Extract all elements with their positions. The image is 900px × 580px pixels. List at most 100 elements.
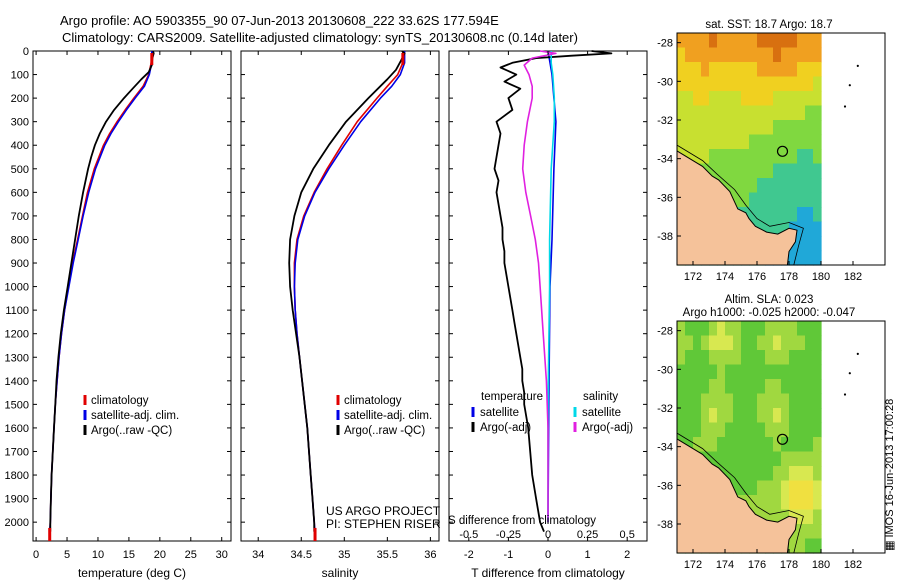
sst_map-cell bbox=[789, 149, 798, 165]
sst_map-cell bbox=[789, 76, 798, 92]
sla_map-cell bbox=[757, 335, 766, 351]
sst_map-cell bbox=[773, 134, 782, 150]
sst_map-cell bbox=[781, 120, 790, 136]
sla_map-cell bbox=[813, 466, 822, 482]
sst_map-cell bbox=[677, 62, 686, 78]
sla_map-cell bbox=[725, 466, 734, 482]
sst_map-cell bbox=[701, 134, 710, 150]
sst_map-cell bbox=[813, 221, 822, 237]
temperature-legend-label-2: Argo(..raw -QC) bbox=[91, 425, 172, 437]
sla_map-cell bbox=[757, 451, 766, 467]
sst_map-cell bbox=[717, 134, 726, 150]
sst_map-cell bbox=[797, 120, 806, 136]
sst_map-cell bbox=[805, 192, 814, 208]
sst_map-cell bbox=[797, 33, 806, 49]
sla-map-panel: 172 174 176 178 180 182 -28 -30 -32 -34 -36 -38 Alti… bbox=[657, 294, 886, 571]
sla_map-cell bbox=[797, 509, 806, 525]
sst_map-cell bbox=[741, 149, 750, 165]
sst_map-cell bbox=[741, 76, 750, 92]
difference-xtick-label: 1 bbox=[585, 549, 591, 561]
difference-xtick-label: 2 bbox=[624, 549, 630, 561]
sla_map-cell bbox=[765, 364, 774, 380]
sla_map-cell bbox=[725, 364, 734, 380]
sla_map-cell bbox=[709, 364, 718, 380]
difference-series-s-satellite bbox=[547, 51, 556, 523]
sla_map-cell bbox=[757, 408, 766, 424]
sst_map-cell bbox=[677, 134, 686, 150]
sst_map-cell bbox=[717, 120, 726, 136]
sla_map-cell bbox=[741, 350, 750, 366]
sst_map-cell bbox=[733, 105, 742, 121]
sla_map-cell bbox=[685, 437, 694, 453]
sst_map-cell bbox=[805, 178, 814, 194]
sst_map-cell bbox=[685, 33, 694, 49]
temperature-marks bbox=[48, 50, 155, 541]
sst_map-cell bbox=[709, 47, 718, 63]
sst_map-ytick-label: -36 bbox=[657, 192, 673, 204]
sst_map-cell bbox=[709, 149, 718, 165]
sst_map-cell bbox=[741, 134, 750, 150]
sla_map-cell bbox=[757, 495, 766, 511]
sla_map-cell bbox=[677, 364, 686, 380]
sla_map-cell bbox=[805, 364, 814, 380]
sst_map-cell bbox=[685, 76, 694, 92]
sla_map-cell bbox=[749, 466, 758, 482]
sla_map-cell bbox=[773, 451, 782, 467]
salinity-legend-label-2: Argo(..raw -QC) bbox=[344, 425, 425, 437]
sst_map-cell bbox=[693, 91, 702, 107]
sst_map-cell bbox=[781, 76, 790, 92]
depth-tick-label: 1100 bbox=[5, 305, 29, 317]
sla_map-cell bbox=[725, 321, 734, 337]
sst_map-xtick-label: 178 bbox=[780, 271, 798, 283]
sla_map-cell bbox=[813, 393, 822, 409]
sst_map-cell bbox=[773, 192, 782, 208]
sla_map-cell bbox=[741, 379, 750, 395]
sst_map-cell bbox=[757, 178, 766, 194]
sla_map-cell bbox=[781, 364, 790, 380]
sla_map-cell bbox=[717, 379, 726, 395]
depth-tick-label: 900 bbox=[11, 258, 29, 270]
sst_map-cell bbox=[677, 91, 686, 107]
difference-panel: -2 -1 0 1 2 T difference from climatology tem… bbox=[448, 50, 648, 580]
sst_map-cell bbox=[733, 178, 742, 194]
difference-xtick-label: 0 bbox=[545, 549, 551, 561]
sst_map-cell bbox=[749, 178, 758, 194]
sla_map-cell bbox=[797, 364, 806, 380]
sst_map-cell bbox=[797, 105, 806, 121]
sla_map-cell bbox=[789, 335, 798, 351]
sla_map-cell bbox=[797, 379, 806, 395]
sst_map-cell bbox=[709, 62, 718, 78]
temperature-xtick-label: 30 bbox=[216, 549, 228, 561]
sst_map-cell bbox=[805, 105, 814, 121]
sst_map-cell bbox=[701, 120, 710, 136]
sst_map-cell bbox=[797, 91, 806, 107]
sla_map-cell bbox=[685, 321, 694, 337]
sst_map-cell bbox=[765, 62, 774, 78]
sst_map-cell bbox=[789, 91, 798, 107]
sst_map-cell bbox=[781, 62, 790, 78]
sst_map-cell bbox=[749, 192, 758, 208]
sst-map-frame bbox=[676, 32, 886, 266]
sla_map-islet-2 bbox=[843, 393, 847, 396]
sla_map-cell bbox=[677, 408, 686, 424]
sla_map-cell bbox=[773, 495, 782, 511]
sst_map-cell bbox=[685, 105, 694, 121]
sla_map-cell bbox=[789, 495, 798, 511]
sst_map-cell bbox=[709, 76, 718, 92]
sla_map-cell bbox=[741, 466, 750, 482]
sla_map-cell bbox=[805, 379, 814, 395]
sla_map-cell bbox=[701, 379, 710, 395]
sla_map-ytick-label: -38 bbox=[657, 519, 673, 531]
sst_map-ytick-label: -34 bbox=[657, 154, 673, 166]
sst_map-cell bbox=[701, 149, 710, 165]
sla_map-cell bbox=[781, 350, 790, 366]
sst_map-cell bbox=[781, 192, 790, 208]
sst_map-cell bbox=[813, 178, 822, 194]
sst_map-cell bbox=[813, 120, 822, 136]
sst_map-cell bbox=[781, 178, 790, 194]
sla_map-cell bbox=[781, 335, 790, 351]
sst_map-cell bbox=[765, 76, 774, 92]
sst_map-ytick-label: -28 bbox=[657, 38, 673, 50]
sst_map-cell bbox=[813, 33, 822, 49]
sst_map-cell bbox=[749, 105, 758, 121]
